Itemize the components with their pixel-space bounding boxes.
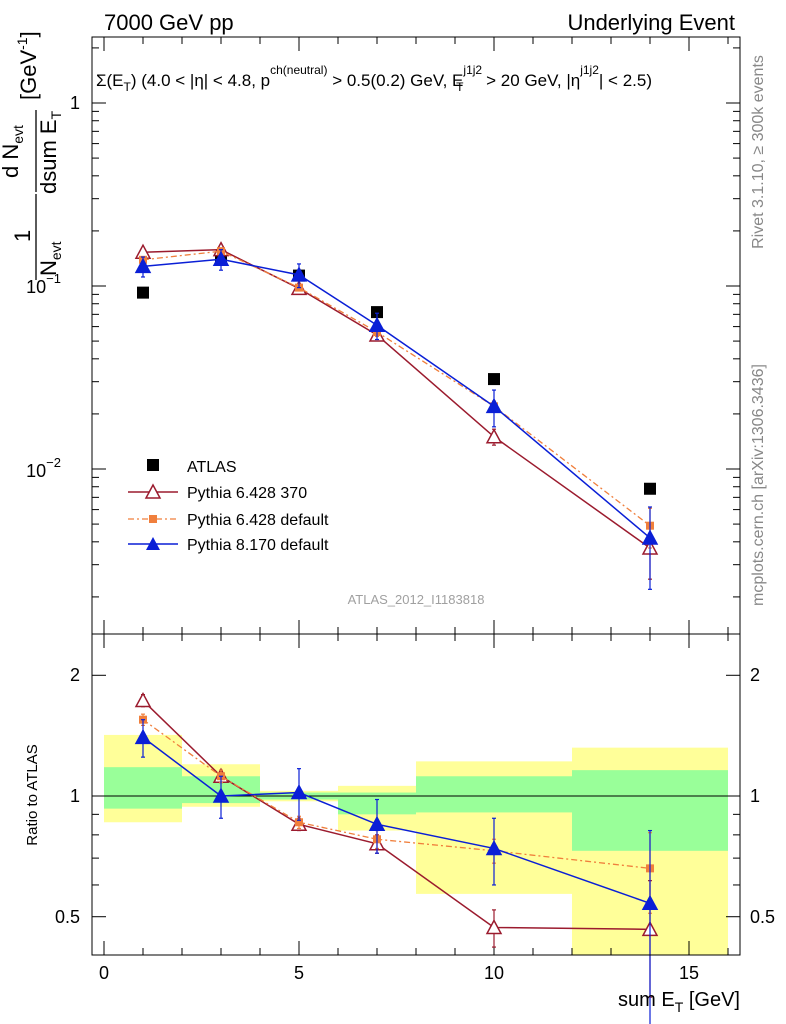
ylabel-unit: [GeV-1]	[14, 31, 41, 100]
legend-marker-atlas	[147, 459, 159, 471]
atlas-data-point	[644, 482, 656, 495]
ratio-line-p6-370	[142, 700, 651, 931]
data-point-p8-default	[290, 266, 308, 282]
ratio-point-p8-default	[641, 894, 659, 911]
x-axis-label: sum ET [GeV]	[618, 989, 740, 1015]
xtick-label-10: 10	[484, 963, 504, 983]
header-right: Underlying Event	[567, 10, 735, 35]
xtick-label-5: 5	[294, 963, 304, 983]
legend-marker-p6-default	[149, 515, 157, 523]
ratio-point-p8-default	[368, 815, 386, 832]
ratio-plot-frame	[91, 633, 741, 956]
main-ytick-label-1: 1	[70, 93, 80, 113]
data-point-p8-default	[212, 250, 230, 267]
atlas-data-point	[137, 286, 149, 299]
side-text-mcplots: mcplots.cern.ch [arXiv:1306.3436]	[750, 364, 767, 606]
ratio-band-inner	[416, 776, 572, 813]
legend-label-p8-default: Pythia 8.170 default	[187, 537, 329, 554]
ratio-point-p6-370	[134, 691, 152, 708]
atlas-data-point	[488, 373, 500, 386]
ratio-point-p8-default	[134, 728, 152, 745]
main-y-axis-label: 1 Nevt d Nevt dsum ET [GeV-1]	[0, 31, 64, 280]
legend-label-atlas: ATLAS	[187, 459, 237, 476]
header-left: 7000 GeV pp	[104, 10, 234, 35]
ratio-line-p8-default	[142, 736, 651, 905]
data-point-p8-default	[368, 316, 386, 333]
ratio-ytick-label-1-right: 1	[750, 786, 760, 806]
main-plot-layer	[92, 37, 740, 1024]
legend-label-p6-370: Pythia 6.428 370	[187, 485, 307, 502]
xtick-label-15: 15	[679, 963, 699, 983]
ratio-ytick-label-2-right: 2	[750, 665, 760, 685]
legend-marker-p6-370	[144, 483, 162, 499]
ratio-band-inner	[104, 767, 182, 809]
legend: ATLAS Pythia 6.428 370 Pythia 6.428 defa…	[128, 459, 329, 554]
side-text-rivet: Rivet 3.1.10, ≥ 300k events	[750, 55, 767, 249]
ratio-ytick-label-05-right: 0.5	[750, 907, 775, 927]
ylabel-dsum: dsum ET	[36, 110, 64, 194]
data-point-p8-default	[485, 397, 503, 414]
ylabel-n: Nevt	[36, 241, 64, 276]
ratio-ytick-label-1-left: 1	[70, 786, 80, 806]
ratio-point-p8-default	[485, 839, 503, 856]
legend-marker-p8-default	[146, 537, 160, 550]
series-line-p6-default	[142, 250, 651, 527]
main-ytick-label-10m2: 10−2	[26, 455, 61, 481]
data-point-p6-370	[485, 428, 503, 444]
analysis-watermark: ATLAS_2012_I1183818	[348, 592, 485, 607]
series-line-p8-default	[142, 258, 651, 539]
ratio-point-p8-default	[290, 783, 308, 800]
ratio-point-p8-default	[212, 787, 230, 803]
ylabel-dn: d Nevt	[0, 125, 26, 178]
ratio-point-p6-370	[485, 918, 503, 935]
ratio-y-axis-label: Ratio to ATLAS	[24, 744, 41, 845]
data-point-p8-default	[641, 529, 659, 545]
ylabel-one: 1	[10, 230, 35, 242]
ratio-ytick-label-05-left: 0.5	[55, 907, 80, 927]
xtick-label-0: 0	[99, 963, 109, 983]
data-point-p8-default	[134, 257, 152, 274]
legend-label-p6-default: Pythia 6.428 default	[187, 512, 329, 529]
ratio-line-p6-default	[142, 719, 651, 870]
main-ytick-label-10m1: 10−1	[26, 271, 61, 297]
ratio-point-p6-default	[295, 818, 303, 827]
ratio-ytick-label-2-left: 2	[70, 665, 80, 685]
series-line-p6-370	[142, 248, 651, 549]
atlas-data-point	[371, 306, 383, 319]
main-title: Σ(ET) (4.0 < |η| < 4.8, pch(neutral) > 0…	[96, 63, 652, 94]
